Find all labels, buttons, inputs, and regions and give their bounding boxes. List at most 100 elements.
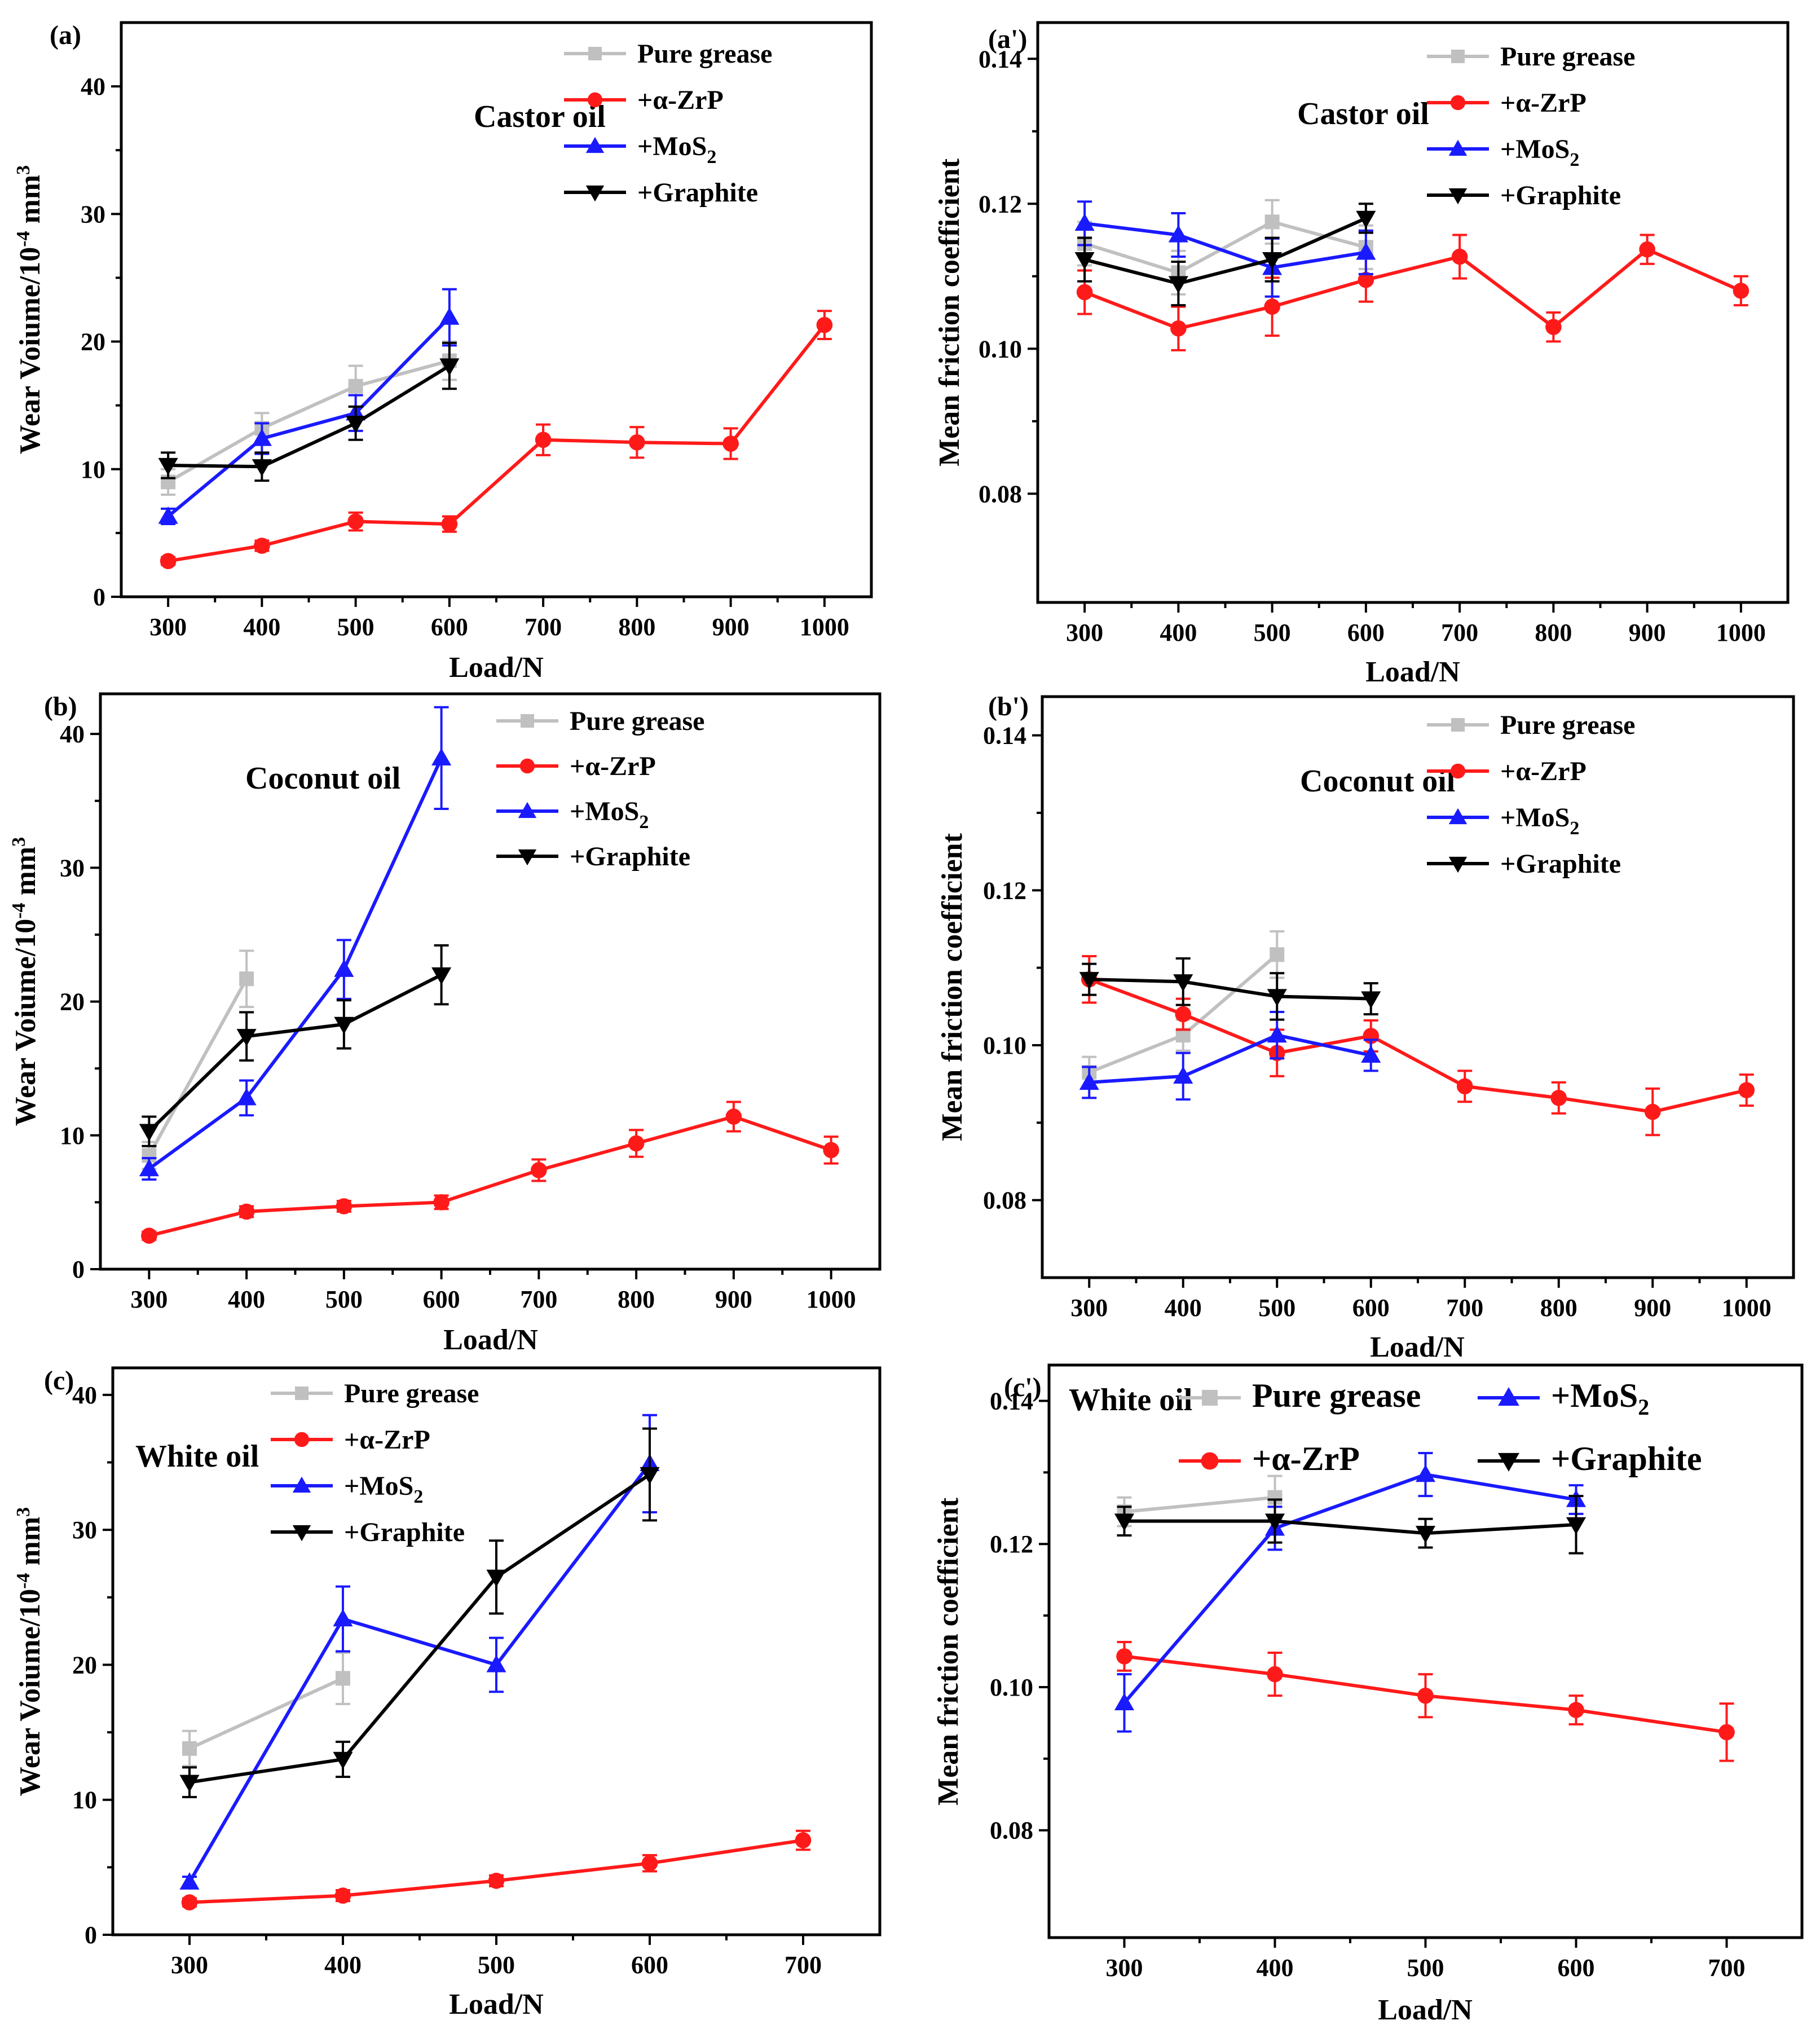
series-a-zrp <box>160 310 833 569</box>
series-layer <box>139 706 839 1244</box>
y-tick-label: 10 <box>60 1122 85 1150</box>
data-point <box>179 1872 200 1890</box>
data-point <box>336 1198 352 1214</box>
legend-marker <box>295 1386 309 1400</box>
panel-c-prime: (c') White oil Load/N Mean friction coef… <box>932 1363 1804 2026</box>
data-point <box>535 432 552 448</box>
data-point <box>1170 320 1187 337</box>
legend-entry-graphite: +Graphite <box>1478 1440 1702 1477</box>
x-tick-label: 1000 <box>1716 619 1766 646</box>
legend: Pure grease+α-ZrP+MoS2+Graphite <box>1427 710 1635 879</box>
series-layer <box>179 1414 812 1911</box>
x-tick-label: 700 <box>520 1286 557 1313</box>
legend-label: +Graphite <box>1551 1440 1702 1477</box>
series-line <box>1124 1495 1275 1514</box>
x-tick-label: 1000 <box>1722 1294 1771 1322</box>
x-tick-label: 600 <box>423 1286 460 1313</box>
series-line <box>188 1676 344 1750</box>
x-axis-title: Load/N <box>449 652 544 684</box>
data-point <box>141 1227 157 1244</box>
x-tick-label: 300 <box>130 1286 168 1313</box>
legend-entry-pure-grease: Pure grease <box>271 1379 479 1408</box>
series-graphite <box>179 1427 660 1798</box>
y-tick-label: 30 <box>81 200 105 228</box>
y-axis-title: Mean friction coefficient <box>933 158 966 466</box>
series-line <box>168 364 451 469</box>
legend-marker <box>1201 1452 1219 1470</box>
data-point <box>823 1142 839 1159</box>
x-tick-label: 900 <box>1634 1294 1671 1322</box>
legend-marker <box>585 185 605 202</box>
legend-entry-a-zrp: +α-ZrP <box>271 1425 430 1455</box>
x-tick-label: 600 <box>1558 1954 1595 1982</box>
data-point <box>1079 972 1099 989</box>
series-layer <box>1074 199 1750 351</box>
data-point <box>236 1029 257 1046</box>
legend: Pure grease +MoS2 +α-ZrP +Graphite <box>1179 1377 1702 1477</box>
y-axis-title: Wear Voiume/10-4 mm3 <box>8 837 42 1126</box>
axes: 300 400 500 600 700 0 10 20 30 40 <box>72 1381 822 1979</box>
data-point <box>439 358 460 376</box>
y-tick-label: 40 <box>72 1381 97 1409</box>
y-tick-label: 0.14 <box>990 1387 1033 1415</box>
series-layer <box>1079 930 1755 1137</box>
data-point <box>1076 284 1093 301</box>
x-tick-label: 300 <box>1066 619 1103 646</box>
data-point <box>1733 283 1750 299</box>
data-point <box>725 1108 742 1125</box>
data-point <box>1079 1072 1099 1090</box>
data-point <box>1074 252 1095 270</box>
y-tick-label: 0.14 <box>983 722 1026 750</box>
y-tick-label: 0.08 <box>983 1187 1026 1214</box>
data-point <box>1566 1517 1587 1535</box>
data-point <box>1451 248 1468 265</box>
legend-marker <box>1451 50 1465 63</box>
x-tick-label: 1000 <box>807 1286 856 1313</box>
data-point <box>1262 252 1283 270</box>
legend-marker <box>518 849 537 866</box>
data-point <box>1175 1006 1192 1023</box>
y-tick-label: 0.14 <box>979 45 1022 73</box>
series-a-zrp <box>181 1829 812 1911</box>
panel-title: Castor oil <box>1297 96 1429 131</box>
series-line <box>167 359 450 484</box>
data-point <box>179 1775 200 1793</box>
legend-subscript: 2 <box>707 147 716 168</box>
axes: 300 400 500 600 700 800 900 1000 0 10 20 30 40 <box>60 720 856 1313</box>
data-point <box>816 316 833 333</box>
legend-entry-mos2: +MoS2 <box>1478 1377 1649 1420</box>
y-axis-title: Mean friction coefficient <box>932 1497 964 1805</box>
data-point <box>238 1203 255 1220</box>
data-point <box>1356 210 1376 228</box>
series-a-zrp <box>1081 955 1755 1137</box>
series-pure-grease <box>142 949 254 1170</box>
series-line <box>1084 217 1367 285</box>
data-point <box>139 1124 159 1142</box>
y-tick-label: 0.12 <box>990 1530 1033 1558</box>
legend-label: +α-ZrP <box>637 85 724 115</box>
x-tick-label: 500 <box>337 613 374 641</box>
data-point <box>182 1741 197 1756</box>
series-line <box>147 978 248 1156</box>
data-point <box>333 1751 353 1770</box>
data-point <box>486 1654 506 1672</box>
data-point <box>1267 1666 1283 1683</box>
x-tick-label: 300 <box>1070 1294 1108 1322</box>
data-point <box>640 1467 660 1485</box>
data-point <box>252 428 272 446</box>
y-axis-title: Wear Voiume/10-4 mm3 <box>13 165 46 454</box>
panel-label: (a') <box>988 24 1027 54</box>
panel-a-prime: (a') Castor oil Load/N Mean friction coe… <box>933 21 1790 688</box>
legend-entry-a-zrp: +α-ZrP <box>496 751 656 781</box>
legend-marker <box>292 1525 311 1542</box>
legend-label: +α-ZrP <box>1500 756 1587 786</box>
x-tick-label: 800 <box>1540 1294 1577 1322</box>
data-point <box>1116 1648 1132 1665</box>
series-pure-grease <box>1117 1474 1283 1528</box>
legend-label: +Graphite <box>344 1517 465 1547</box>
data-point <box>722 435 739 452</box>
series-line <box>1089 1033 1372 1084</box>
data-point <box>1361 1045 1381 1063</box>
